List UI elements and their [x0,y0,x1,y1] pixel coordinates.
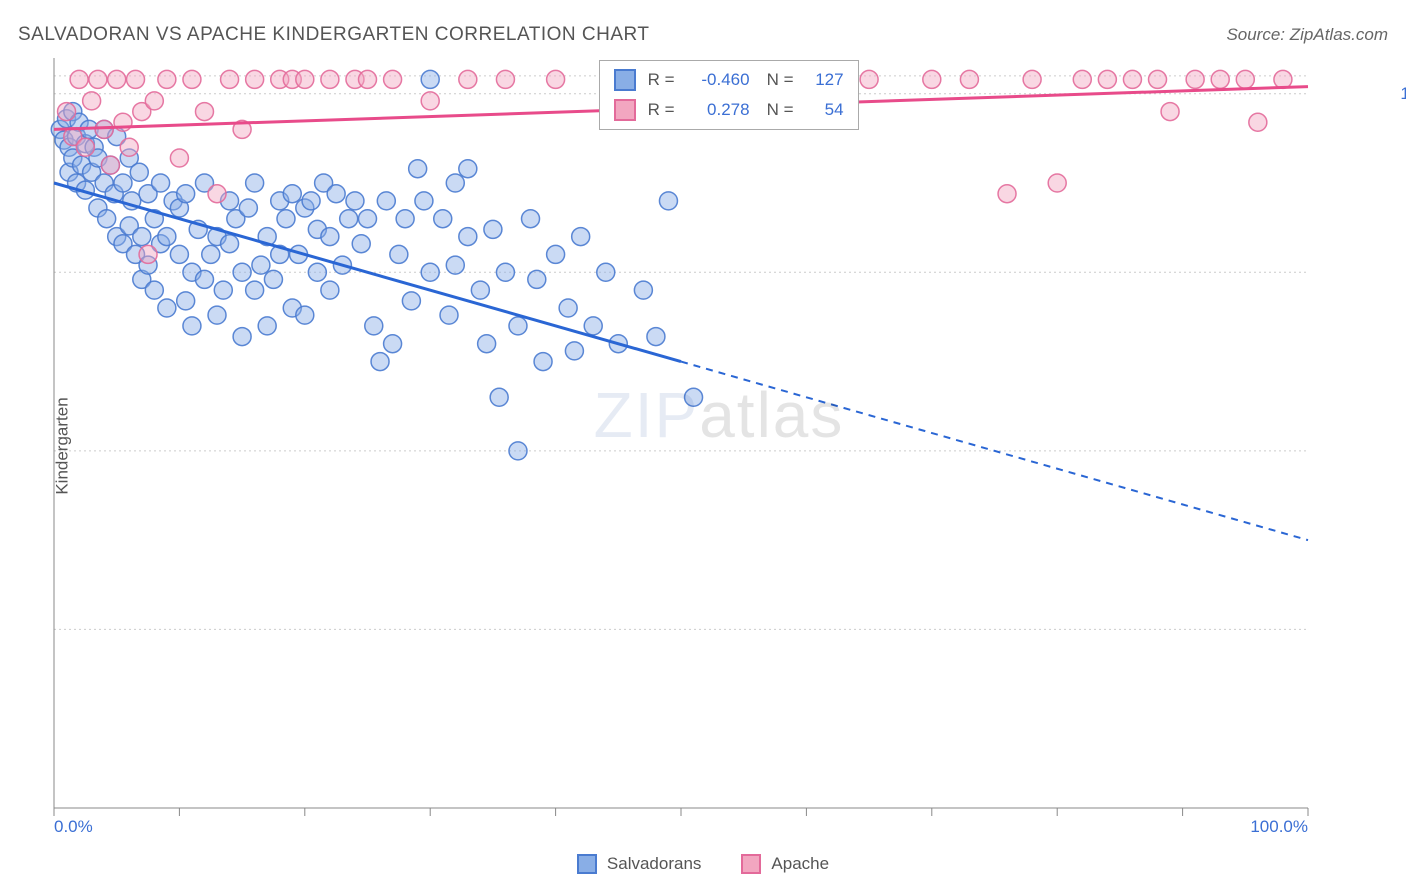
n-value: 127 [806,70,844,90]
n-label: N = [762,70,794,90]
stats-legend: R = -0.460 N = 127 R = 0.278 N = 54 [599,60,859,130]
y-tick-label: 100.0% [1400,84,1406,104]
legend-swatch [614,99,636,121]
legend-swatch [741,854,761,874]
chart-header: SALVADORAN VS APACHE KINDERGARTEN CORREL… [18,24,1388,46]
n-label: N = [762,100,794,120]
r-value: -0.460 [690,70,750,90]
svg-text:0.0%: 0.0% [54,817,93,836]
stats-legend-row: R = -0.460 N = 127 [600,65,858,95]
r-value: 0.278 [690,100,750,120]
svg-text:100.0%: 100.0% [1250,817,1308,836]
plot-container: 0.0%100.0% ZIPatlas R =-0.460N =127R =0.… [50,56,1388,836]
legend-item: Apache [741,854,829,874]
legend-label: Apache [771,854,829,874]
source-label: Source: ZipAtlas.com [1226,25,1388,45]
legend-swatch [577,854,597,874]
bottom-legend: Salvadorans Apache [0,854,1406,874]
scatter-plot: 0.0% 100.0% [50,56,1388,836]
r-label: R = [648,100,678,120]
legend-item: Salvadorans [577,854,702,874]
r-label: R = [648,70,678,90]
legend-swatch [614,69,636,91]
n-value: 54 [806,100,844,120]
legend-label: Salvadorans [607,854,702,874]
chart-title: SALVADORAN VS APACHE KINDERGARTEN CORREL… [18,24,650,46]
stats-legend-row: R = 0.278 N = 54 [600,95,858,125]
